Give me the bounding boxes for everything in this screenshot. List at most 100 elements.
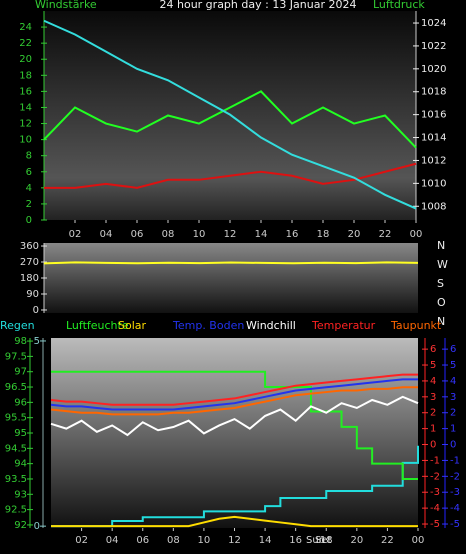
plot-area (44, 243, 418, 313)
y-tick-label: 5 (450, 360, 456, 371)
series-line (50, 373, 418, 406)
y-tick-label: 96.5 (5, 382, 27, 393)
y-tick-label: 1024 (421, 18, 446, 29)
y-tick-label: 2 (26, 199, 32, 210)
y-tick-label: 94 (14, 459, 27, 470)
y-tick-label: 24 (19, 22, 32, 33)
y-tick-label: 97 (14, 367, 27, 378)
y-tick-label: 1018 (421, 87, 446, 98)
y-tick-label: -2 (450, 471, 460, 482)
series-line (50, 395, 419, 437)
y-tick-label: 0 (450, 440, 456, 451)
series-line (43, 90, 417, 149)
y-tick-label: -3 (430, 487, 440, 498)
series-line (50, 386, 418, 416)
y-tick-label: 1 (450, 424, 456, 435)
x-tick-label: 06 (136, 535, 149, 546)
series-line (43, 19, 417, 210)
y-tick-label: 3 (450, 392, 456, 403)
series-line (51, 370, 418, 480)
y-tick-label: 16 (19, 86, 32, 97)
y-tick-label: 95.5 (5, 413, 27, 424)
y-tick-label: -5 (450, 519, 460, 530)
y-tick-label: 360 (20, 241, 39, 252)
y-tick-label: 6 (450, 344, 456, 355)
y-tick-label: -1 (430, 455, 440, 466)
x-tick-label: 08 (162, 229, 175, 240)
y-tick-label: 1016 (421, 110, 446, 121)
chart-title: 24 hour graph day : 13 Januar 2024 (160, 0, 357, 11)
y-tick-label: 6 (26, 167, 32, 178)
series-line (51, 445, 419, 528)
x-tick-label: 16 (286, 229, 299, 240)
legend-entry: Luftfeuchte (66, 319, 129, 332)
y-tick-label: -1 (450, 455, 460, 466)
x-tick-label: 06 (131, 229, 144, 240)
x-tick-label: 22 (379, 229, 392, 240)
y-tick-label: 94.5 (5, 443, 27, 454)
y-tick-label: 98 (14, 336, 27, 347)
y-tick-label: -3 (450, 487, 460, 498)
x-tick-label: 10 (198, 535, 211, 546)
y-tick-label: 6 (430, 344, 436, 355)
y-tick-label: 1008 (421, 201, 446, 212)
y-tick-label: 92.5 (5, 505, 27, 516)
y-tick-label: 93.5 (5, 474, 27, 485)
y-tick-label: 1020 (421, 64, 446, 75)
y-tick-label: 0 (33, 305, 39, 316)
y-tick-label: 18 (19, 70, 32, 81)
y-tick-label: 97.5 (5, 351, 27, 362)
y-tick-label: 4 (26, 183, 32, 194)
direction-label: N (437, 239, 445, 252)
y-tick-label: -4 (430, 503, 440, 514)
y-tick-label: 2 (430, 408, 436, 419)
annotation: Set (315, 535, 332, 546)
y-tick-label: 95 (14, 428, 27, 439)
y-tick-label: 1012 (421, 155, 446, 166)
x-tick-label: 04 (100, 229, 113, 240)
x-tick-label: 04 (106, 535, 119, 546)
x-tick-label: 12 (224, 229, 237, 240)
y-axis-title: Windstärke (35, 0, 97, 11)
legend-entry: Regen (0, 319, 35, 332)
legend-entry: Solar (118, 319, 147, 332)
direction-label: N (437, 315, 445, 328)
y-tick-label: 90 (26, 289, 39, 300)
y-tick-label: 0 (430, 440, 436, 451)
y-tick-label: 1014 (421, 133, 446, 144)
y-tick-label: 20 (19, 54, 32, 65)
x-tick-label: 18 (317, 229, 330, 240)
x-tick-label: 14 (255, 229, 268, 240)
x-tick-label: 22 (381, 535, 394, 546)
y-tick-label: -2 (430, 471, 440, 482)
x-tick-label: 20 (348, 229, 361, 240)
legend-entry: Temp. Boden (172, 319, 244, 332)
direction-label: O (437, 296, 446, 309)
x-tick-label: 14 (259, 535, 272, 546)
y2-axis-title: Luftdruck (373, 0, 425, 11)
y-tick-label: 5 (430, 360, 436, 371)
x-tick-label: 16 (289, 535, 302, 546)
y-tick-label: 14 (19, 102, 32, 113)
x-tick-label: 00 (412, 535, 425, 546)
direction-label: S (437, 277, 444, 290)
y-tick-label: 1010 (421, 178, 446, 189)
y-tick-label: 10 (19, 135, 32, 146)
x-tick-label: 20 (350, 535, 363, 546)
y-tick-label: 180 (20, 273, 39, 284)
y-tick-label: 4 (450, 376, 456, 387)
plot-area (51, 338, 418, 528)
x-tick-label: 12 (228, 535, 241, 546)
y-tick-label: 22 (19, 38, 32, 49)
series-line (50, 378, 418, 411)
legend-entry: Taupunkt (390, 319, 442, 332)
y-tick-label: 93 (14, 489, 27, 500)
y-tick-label: 8 (26, 151, 32, 162)
y-tick-label: 4 (430, 376, 436, 387)
y-tick-label: -5 (430, 519, 440, 530)
series-line (44, 162, 417, 189)
y-tick-label: -4 (450, 503, 460, 514)
y-tick-label: 1022 (421, 41, 446, 52)
